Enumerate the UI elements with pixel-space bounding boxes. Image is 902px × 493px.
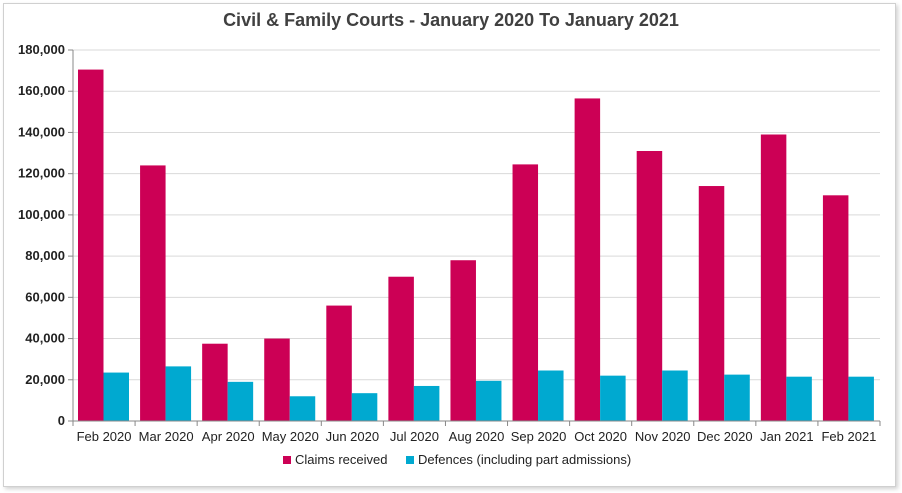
bar-claims-received [202, 343, 228, 421]
y-tick-label: 60,000 [25, 289, 65, 304]
bar-claims-received [822, 195, 849, 421]
bar-defences [351, 393, 378, 421]
bar-defences [600, 375, 626, 421]
bar-claims-received [698, 186, 725, 421]
x-tick-label: Feb 2021 [821, 429, 876, 444]
bar-claims-received [78, 69, 104, 421]
bar-defences [786, 376, 812, 421]
y-axis: 0 20,000 40,000 60,000 80,000 100,000 120,000 1… [18, 42, 74, 428]
x-tick-label: Dec 2020 [697, 429, 753, 444]
legend: Claims received Defences (including part … [283, 452, 631, 467]
x-tick-label: May 2020 [262, 429, 319, 444]
x-tick-label: Apr 2020 [202, 429, 255, 444]
y-tick-label: 80,000 [25, 248, 65, 263]
y-tick-label: 40,000 [25, 331, 65, 346]
gridlines [73, 49, 880, 381]
x-tick-label: Nov 2020 [635, 429, 691, 444]
bar-defences [724, 374, 750, 421]
bar-claims-received [140, 165, 166, 421]
x-axis: Feb 2020 Mar 2020 Apr 2020 May 2020 Jun 2020… [72, 420, 881, 444]
bar-defences [662, 370, 688, 421]
legend-swatch [406, 456, 414, 464]
bar-claims-received [326, 305, 352, 421]
bar-claims-received [264, 338, 290, 421]
x-tick-label: Mar 2020 [139, 429, 194, 444]
bar-defences [289, 396, 316, 421]
y-tick-label: 180,000 [18, 42, 65, 57]
legend-label: Defences (including part admissions) [418, 452, 631, 467]
bars [78, 69, 874, 422]
x-tick-label: Jan 2021 [760, 429, 814, 444]
bar-defences [475, 380, 502, 421]
y-tick-label: 140,000 [18, 124, 65, 139]
bar-claims-received [450, 260, 476, 421]
bar-defences [227, 381, 254, 421]
x-tick-label: Jul 2020 [390, 429, 439, 444]
bar-defences [413, 385, 440, 421]
bar-claims-received [512, 164, 539, 421]
x-tick-label: Sep 2020 [511, 429, 567, 444]
y-tick-label: 120,000 [18, 166, 65, 181]
y-tick-label: 20,000 [25, 372, 65, 387]
bar-claims-received [388, 276, 414, 421]
bar-claims-received [760, 134, 787, 421]
x-tick-label: Jun 2020 [326, 429, 380, 444]
legend-swatch [283, 456, 291, 464]
x-tick-label: Feb 2020 [77, 429, 132, 444]
chart-title: Civil & Family Courts - January 2020 To … [223, 10, 679, 30]
y-tick-label: 0 [58, 413, 65, 428]
bar-claims-received [574, 98, 601, 422]
x-tick-label: Aug 2020 [449, 429, 505, 444]
bar-claims-received [636, 150, 663, 421]
y-tick-label: 100,000 [18, 207, 65, 222]
bar-defences [165, 366, 192, 421]
bar-defences [848, 376, 874, 421]
x-tick-label: Oct 2020 [574, 429, 627, 444]
legend-label: Claims received [295, 452, 387, 467]
bar-defences [538, 370, 564, 421]
y-tick-label: 160,000 [18, 83, 65, 98]
bar-defences [103, 372, 129, 421]
